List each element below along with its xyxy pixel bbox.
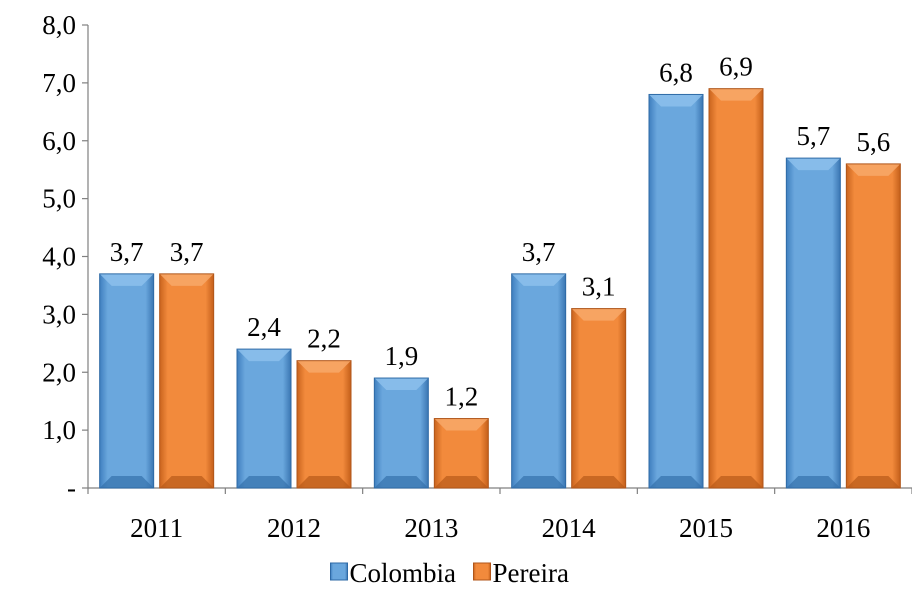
x-tick-label: 2016 xyxy=(816,513,870,543)
bar-outline xyxy=(296,360,352,489)
bar-bevel-top xyxy=(99,273,154,286)
bar-bevel-bottom xyxy=(374,476,429,488)
bar-colombia-2015 xyxy=(648,93,704,489)
bar-bevel-bottom xyxy=(709,476,763,488)
bar-bevel-top xyxy=(786,158,841,171)
y-tick-label: 2,0 xyxy=(42,357,76,387)
bar-bevel-bottom xyxy=(159,476,214,488)
data-label: 2,2 xyxy=(307,324,341,354)
bar-colombia-2014 xyxy=(511,273,567,489)
data-label: 1,9 xyxy=(384,341,418,371)
bar-bevel-top xyxy=(237,349,291,362)
bar-outline xyxy=(433,418,489,489)
data-label: 3,7 xyxy=(110,237,144,267)
x-tick-label: 2011 xyxy=(130,513,183,543)
bar-outline xyxy=(373,377,429,489)
bar-bevel-bottom xyxy=(99,476,154,488)
bar-body xyxy=(649,94,703,488)
data-label: 6,8 xyxy=(659,57,693,87)
legend-item-colombia: Colombia xyxy=(330,558,457,588)
bar-body xyxy=(99,273,154,488)
legend: Colombia Pereira xyxy=(330,558,569,588)
bar-bevel-top xyxy=(297,360,351,373)
bar-outline xyxy=(99,273,155,489)
bar-body xyxy=(511,273,566,488)
bar-bevel-bottom xyxy=(846,476,901,488)
data-label: 3,7 xyxy=(170,237,204,267)
data-labels-layer: 3,7 3,7 2,4 2,2 1,9 1,2 3,7 3,1 6,8 6,9 5,7 5,6 xyxy=(110,52,890,412)
y-tick-label: 4,0 xyxy=(42,242,76,272)
bar-bevel-top xyxy=(649,94,703,107)
bar-bevel-top xyxy=(374,378,429,391)
bar-body xyxy=(159,273,214,488)
legend-label: Pereira xyxy=(493,558,569,588)
bar-outline xyxy=(845,163,901,489)
bar-pereira-2013 xyxy=(433,418,489,489)
data-label: 1,2 xyxy=(444,382,478,412)
bar-pereira-2014 xyxy=(571,308,627,489)
axis-layer: - 1,0 2,0 3,0 4,0 5,0 6,0 7,0 8,0 2011 2012 2013 201… xyxy=(42,10,912,543)
bar-bevel-bottom xyxy=(434,476,489,488)
data-label: 5,6 xyxy=(856,127,890,157)
bar-bevel-top xyxy=(709,88,763,101)
data-label: 2,4 xyxy=(247,312,281,342)
bar-outline xyxy=(159,273,215,489)
legend-swatch xyxy=(330,562,348,581)
bar-outline xyxy=(571,308,627,489)
bar-body xyxy=(571,308,626,488)
y-tick-label: 7,0 xyxy=(42,68,76,98)
bar-body xyxy=(374,378,429,488)
bar-pereira-2011 xyxy=(159,273,215,489)
x-tick-label: 2012 xyxy=(267,513,321,543)
y-tick-label: 3,0 xyxy=(42,299,76,329)
bar-pereira-2016 xyxy=(845,163,901,489)
bar-bevel-top xyxy=(159,273,214,286)
bar-body xyxy=(709,88,763,488)
bar-bevel-top xyxy=(434,418,489,431)
bars-layer xyxy=(99,88,901,489)
bar-colombia-2011 xyxy=(99,273,155,489)
y-tick-label: - xyxy=(67,473,76,503)
data-label: 6,9 xyxy=(719,52,753,82)
x-tick-label: 2013 xyxy=(404,513,458,543)
bar-bevel-bottom xyxy=(511,476,566,488)
legend-item-pereira: Pereira xyxy=(473,558,569,588)
bar-bevel-bottom xyxy=(237,476,291,488)
bar-bevel-top xyxy=(571,308,626,321)
y-tick-label: 1,0 xyxy=(42,415,76,445)
bar-body xyxy=(297,360,351,488)
bar-outline xyxy=(708,88,764,489)
y-tick-label: 6,0 xyxy=(42,126,76,156)
bar-bevel-bottom xyxy=(649,476,703,488)
bar-outline xyxy=(236,348,292,489)
bar-body xyxy=(237,349,291,488)
bar-bevel-bottom xyxy=(297,476,351,488)
bar-bevel-bottom xyxy=(571,476,626,488)
bar-bevel-top xyxy=(846,163,901,176)
bar-bevel-top xyxy=(511,273,566,286)
bar-outline xyxy=(648,93,704,489)
y-tick-label: 5,0 xyxy=(42,184,76,214)
data-label: 3,7 xyxy=(522,237,556,267)
bar-colombia-2012 xyxy=(236,348,292,489)
bar-body xyxy=(786,158,841,489)
bar-pereira-2012 xyxy=(296,360,352,489)
x-tick-label: 2014 xyxy=(542,513,597,543)
bar-bevel-bottom xyxy=(786,476,841,488)
y-tick-label: 8,0 xyxy=(42,10,76,40)
x-tick-label: 2015 xyxy=(679,513,733,543)
legend-swatch xyxy=(473,562,491,581)
data-label: 5,7 xyxy=(796,121,830,151)
bar-colombia-2016 xyxy=(785,157,841,489)
legend-label: Colombia xyxy=(350,558,457,588)
bar-outline xyxy=(511,273,567,489)
bar-colombia-2013 xyxy=(373,377,429,489)
bar-outline xyxy=(785,157,841,489)
bar-pereira-2015 xyxy=(708,88,764,489)
bar-body xyxy=(846,163,901,488)
data-label: 3,1 xyxy=(582,272,616,302)
